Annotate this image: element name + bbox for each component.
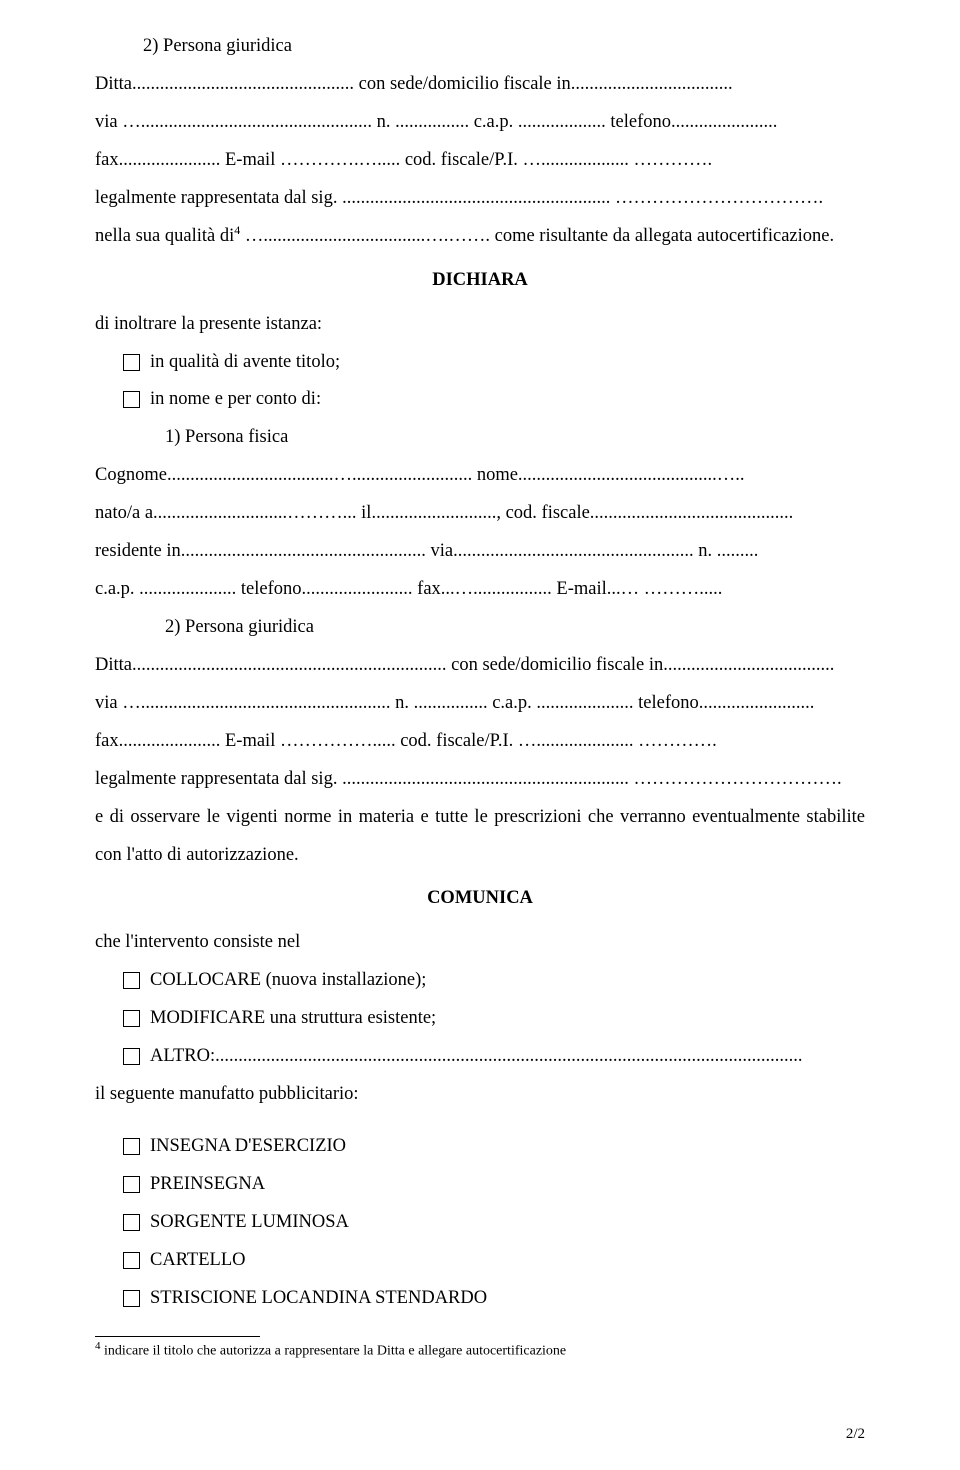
line-ditta-2: Ditta...................................… xyxy=(95,647,865,685)
sub-persona-fisica: 1) Persona fisica xyxy=(165,419,865,457)
line-ditta: Ditta...................................… xyxy=(95,66,865,104)
checkbox-icon xyxy=(123,1176,140,1193)
checkbox-icon xyxy=(123,1290,140,1307)
line-cognome: Cognome.................................… xyxy=(95,457,865,495)
page-number: 2/2 xyxy=(846,1419,865,1450)
seguente-manufatto: il seguente manufatto pubblicitario: xyxy=(95,1076,865,1114)
checkbox-icon xyxy=(123,1214,140,1231)
checkbox-cartello[interactable]: CARTELLO xyxy=(123,1242,865,1280)
checkbox-label: CARTELLO xyxy=(150,1242,865,1280)
dichiara-heading: DICHIARA xyxy=(95,262,865,300)
checkbox-preinsegna[interactable]: PREINSEGNA xyxy=(123,1166,865,1204)
comunica-heading: COMUNICA xyxy=(95,880,865,918)
checkbox-striscione[interactable]: STRISCIONE LOCANDINA STENDARDO xyxy=(123,1280,865,1318)
line-legal-rep: legalmente rappresentata dal sig. ......… xyxy=(95,180,865,218)
checkbox-icon xyxy=(123,354,140,371)
checkbox-label: STRISCIONE LOCANDINA STENDARDO xyxy=(150,1280,865,1318)
line-fax-email-2: fax...................... E-mail ……………..… xyxy=(95,723,865,761)
section-2-heading: 2) Persona giuridica xyxy=(95,28,865,66)
checkbox-label: PREINSEGNA xyxy=(150,1166,865,1204)
footnote-text: indicare il titolo che autorizza a rappr… xyxy=(101,1343,567,1358)
spacer xyxy=(95,1114,865,1128)
line-cap-tel: c.a.p. ..................... telefono...… xyxy=(95,571,865,609)
checkbox-sorgente[interactable]: SORGENTE LUMINOSA xyxy=(123,1204,865,1242)
line-via-2: via …...................................… xyxy=(95,685,865,723)
line-via: via …...................................… xyxy=(95,104,865,142)
line-qualita: nella sua qualità di4 ….................… xyxy=(95,218,865,256)
line-fax-email: fax...................... E-mail ………….….… xyxy=(95,142,865,180)
line-legal-rep-2: legalmente rappresentata dal sig. ......… xyxy=(95,761,865,799)
checkbox-icon xyxy=(123,1010,140,1027)
checkbox-label: INSEGNA D'ESERCIZIO xyxy=(150,1128,865,1166)
dichiara-closing: e di osservare le vigenti norme in mater… xyxy=(95,799,865,875)
sub-persona-giuridica: 2) Persona giuridica xyxy=(165,609,865,647)
checkbox-icon xyxy=(123,1138,140,1155)
line-residente: residente in............................… xyxy=(95,533,865,571)
line-natoa: nato/a a.............................………… xyxy=(95,495,865,533)
comunica-intro: che l'intervento consiste nel xyxy=(95,924,865,962)
dichiara-intro: di inoltrare la presente istanza: xyxy=(95,306,865,344)
checkbox-icon xyxy=(123,1048,140,1065)
checkbox-label: ALTRO:..................................… xyxy=(150,1038,865,1076)
checkbox-label: COLLOCARE (nuova installazione); xyxy=(150,962,865,1000)
checkbox-avente-titolo[interactable]: in qualità di avente titolo; xyxy=(123,344,865,382)
qualita-pre: nella sua qualità di xyxy=(95,226,234,246)
checkbox-per-conto[interactable]: in nome e per conto di: xyxy=(123,381,865,419)
footnote-ref-4: 4 xyxy=(234,223,240,237)
checkbox-label: SORGENTE LUMINOSA xyxy=(150,1204,865,1242)
checkbox-icon xyxy=(123,391,140,408)
qualita-post: …...................................….……… xyxy=(245,226,834,246)
checkbox-label: in qualità di avente titolo; xyxy=(150,344,865,382)
checkbox-icon xyxy=(123,1252,140,1269)
checkbox-insegna[interactable]: INSEGNA D'ESERCIZIO xyxy=(123,1128,865,1166)
document-page: 2) Persona giuridica Ditta..............… xyxy=(0,0,960,1470)
checkbox-label: MODIFICARE una struttura esistente; xyxy=(150,1000,865,1038)
checkbox-altro[interactable]: ALTRO:..................................… xyxy=(123,1038,865,1076)
checkbox-icon xyxy=(123,972,140,989)
footnote-separator xyxy=(95,1336,260,1337)
checkbox-collocare[interactable]: COLLOCARE (nuova installazione); xyxy=(123,962,865,1000)
checkbox-label: in nome e per conto di: xyxy=(150,381,865,419)
footnote-4: 4 indicare il titolo che autorizza a rap… xyxy=(95,1339,865,1361)
checkbox-modificare[interactable]: MODIFICARE una struttura esistente; xyxy=(123,1000,865,1038)
